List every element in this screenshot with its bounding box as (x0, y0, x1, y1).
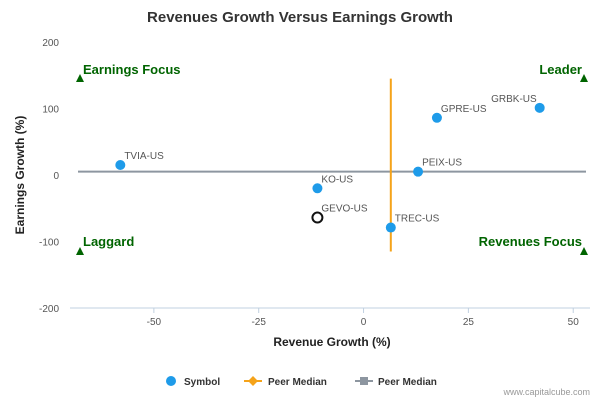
highlight-point-label: GEVO-US (321, 204, 367, 215)
legend-symbol-marker (166, 376, 176, 386)
x-axis-title: Revenue Growth (%) (273, 335, 390, 349)
credit-text[interactable]: www.capitalcube.com (502, 387, 590, 397)
legend-earnings-median-marker (360, 377, 368, 385)
quadrant-label: Earnings Focus (83, 62, 181, 77)
legend-item-peer-median-revenue[interactable]: Peer Median (244, 376, 327, 388)
legend: Symbol Peer Median Peer Median (166, 376, 437, 388)
data-point-gpre-us[interactable] (431, 112, 442, 123)
data-point-label: GRBK-US (491, 94, 537, 105)
chart-title: Revenues Growth Versus Earnings Growth (147, 9, 453, 26)
quadrant-triangle-icon (580, 247, 588, 255)
quadrant-label: Laggard (83, 234, 134, 249)
data-point-label: KO-US (321, 174, 353, 185)
y-tick-label: -200 (39, 304, 59, 315)
x-tick-label: 0 (361, 317, 367, 328)
quadrant-markers: Earnings Focus Leader Laggard Revenues Focu… (76, 62, 588, 255)
legend-revenue-median-marker (248, 376, 258, 386)
x-tick-label: 25 (463, 317, 475, 328)
data-point-label: PEIX-US (422, 158, 462, 169)
legend-item-symbol[interactable]: Symbol (166, 376, 220, 388)
y-tick-label: 100 (42, 105, 59, 116)
x-tick-label: -25 (251, 317, 266, 328)
x-tick-label: 50 (568, 317, 580, 328)
quadrant-triangle-icon (76, 247, 84, 255)
quadrant-triangle-icon (76, 74, 84, 82)
data-point-trec-us[interactable] (385, 222, 396, 233)
highlight-point-gevo-us[interactable] (311, 211, 324, 224)
y-axis-title: Earnings Growth (%) (13, 116, 27, 235)
y-tick-label: 200 (42, 38, 59, 49)
quadrant-label: Leader (539, 62, 582, 77)
legend-revenue-median-label: Peer Median (268, 377, 327, 388)
legend-item-peer-median-earnings[interactable]: Peer Median (355, 377, 437, 388)
data-point-tvia-us[interactable] (115, 160, 126, 171)
data-point-label: TVIA-US (124, 151, 164, 162)
data-point-peix-us[interactable] (413, 166, 424, 177)
data-point-grbk-us[interactable] (534, 102, 545, 113)
legend-symbol-label: Symbol (184, 377, 220, 388)
legend-earnings-median-label: Peer Median (378, 377, 437, 388)
y-axis-ticks: -200 -100 0 100 200 (39, 38, 59, 315)
data-point-label: GPRE-US (441, 104, 487, 115)
data-points: TVIA-US KO-US TREC-US PEIX-US GPRE-US GRBK-US… (115, 94, 545, 233)
quadrant-label: Revenues Focus (479, 234, 582, 249)
y-tick-label: 0 (53, 171, 59, 182)
x-tick-label: -50 (147, 317, 162, 328)
quadrant-triangle-icon (580, 74, 588, 82)
x-axis-ticks: -50 -25 0 25 50 (147, 308, 580, 328)
y-tick-label: -100 (39, 238, 59, 249)
data-point-ko-us[interactable] (312, 183, 323, 194)
data-point-label: TREC-US (395, 214, 440, 225)
